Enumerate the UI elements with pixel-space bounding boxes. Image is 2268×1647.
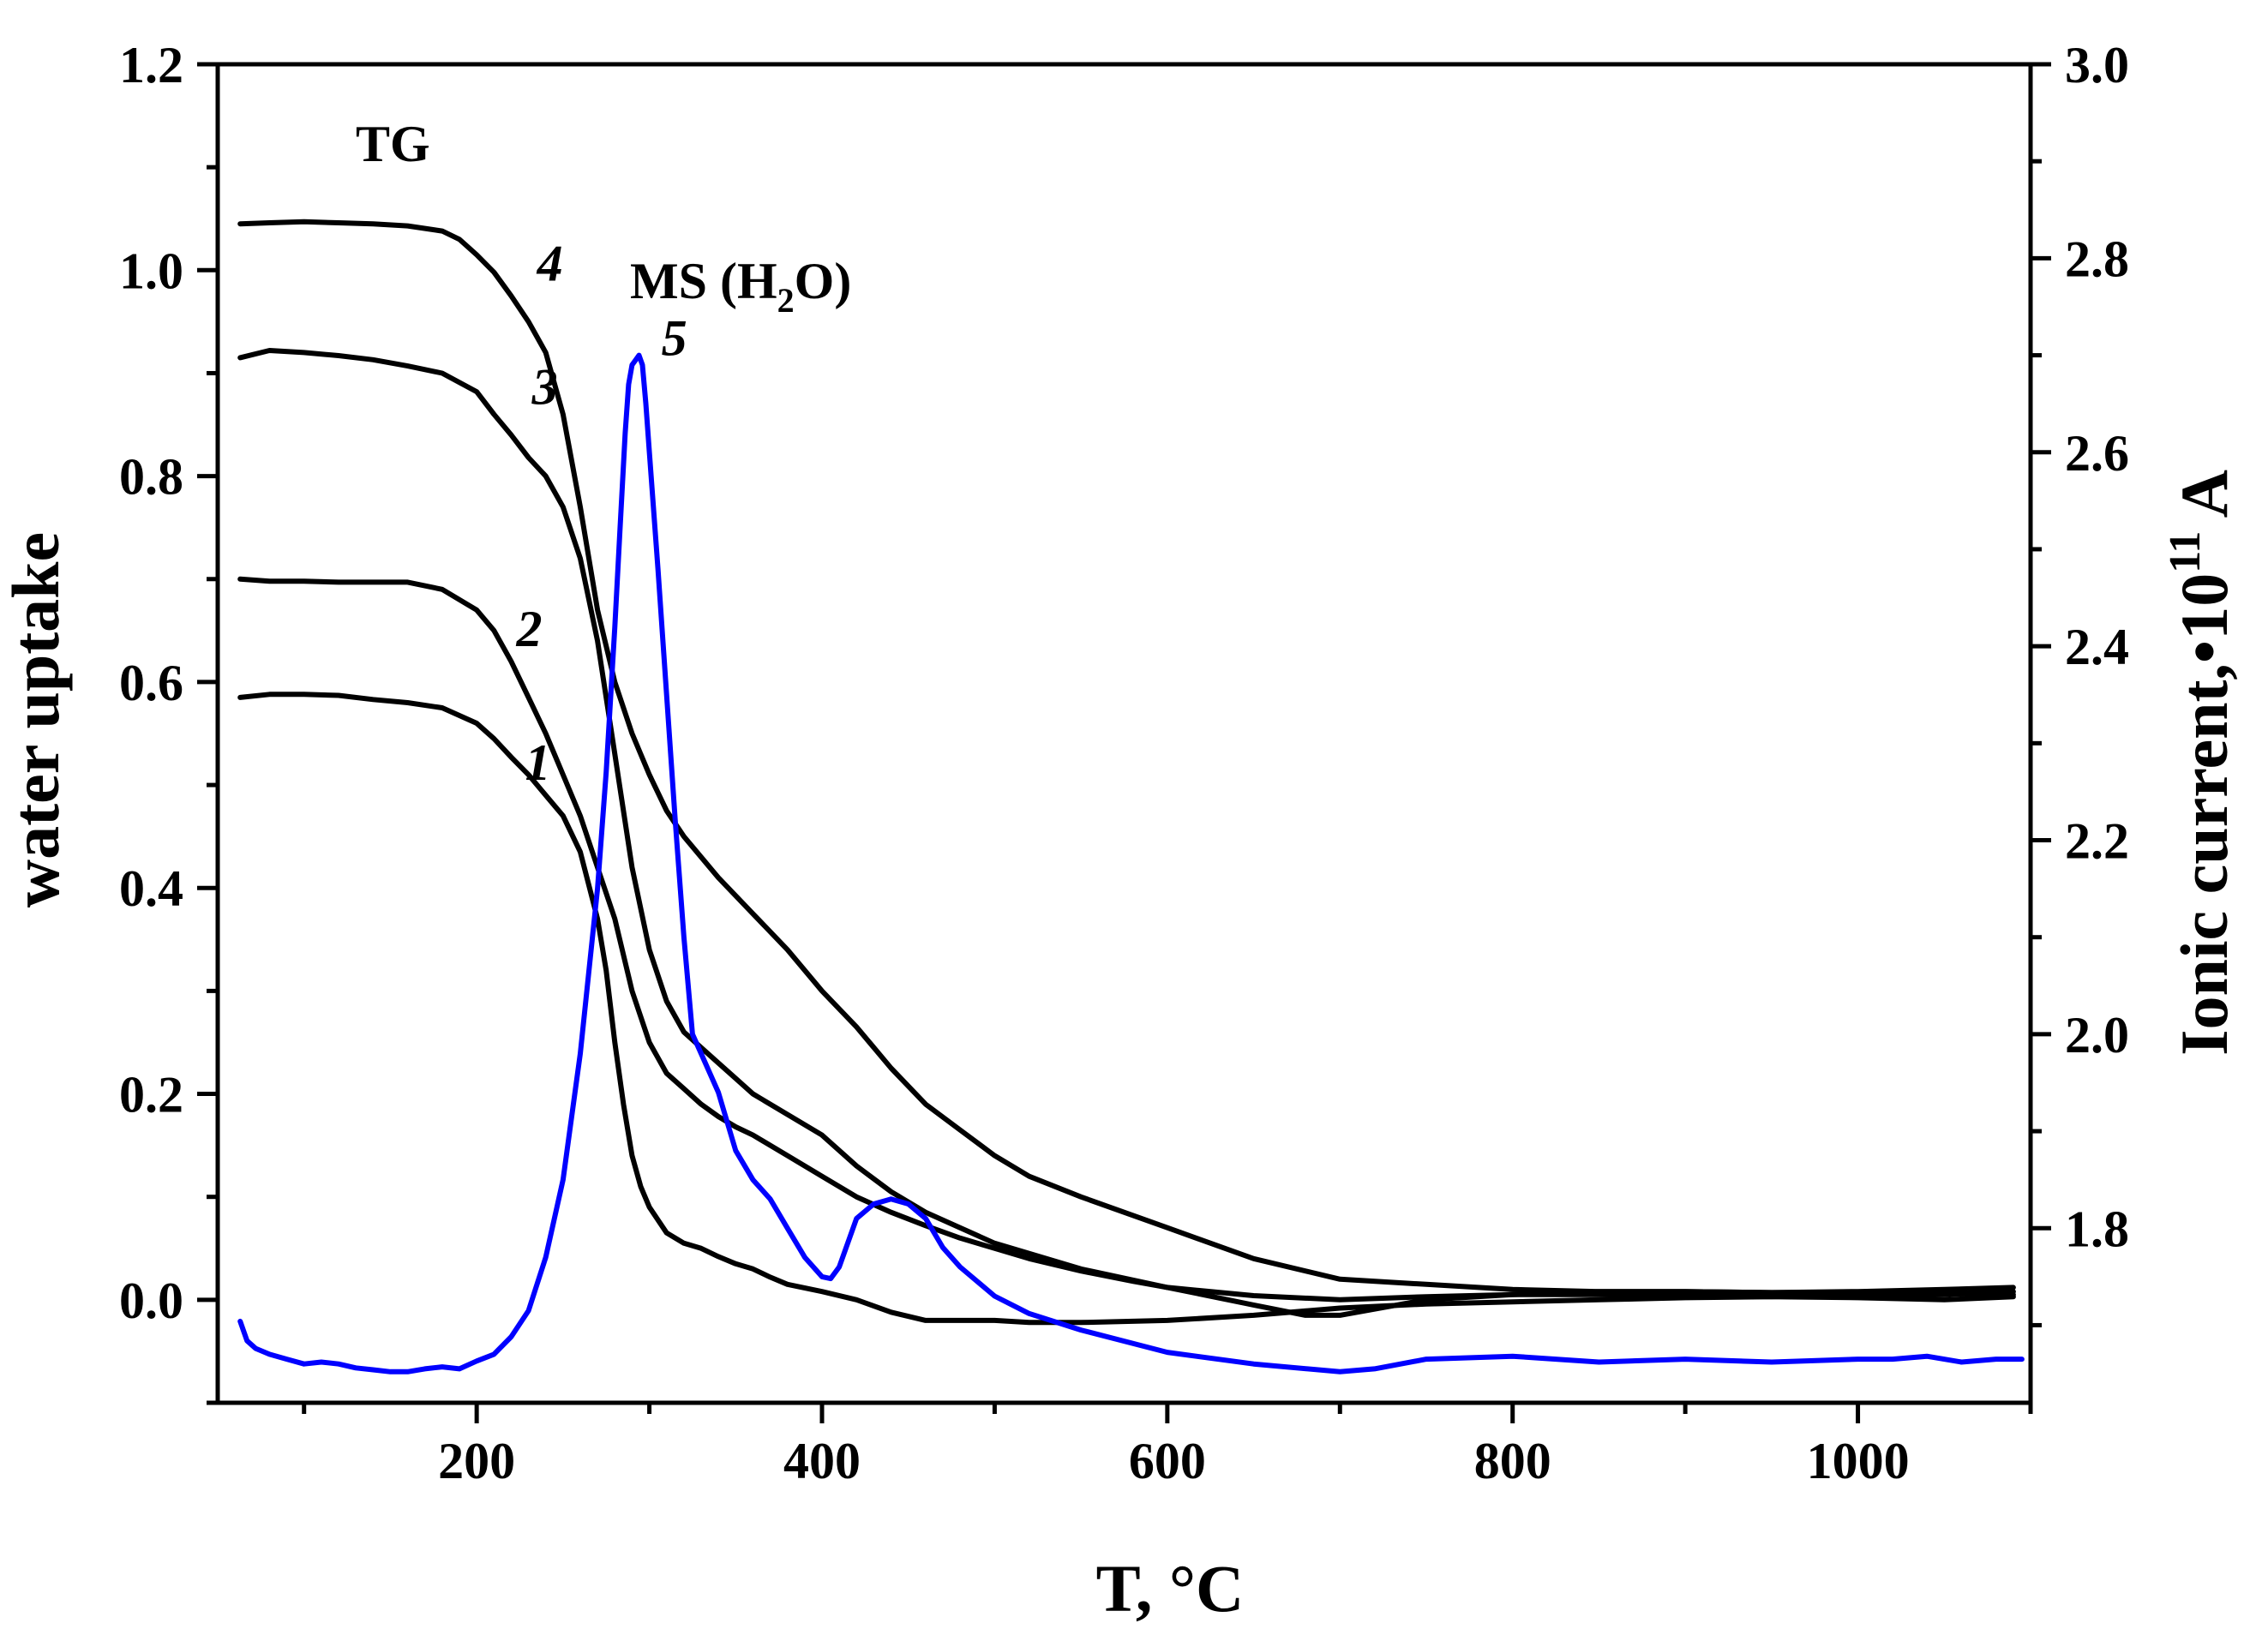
y-tick-label: 0.8 bbox=[119, 449, 183, 506]
series-label-4: 4 bbox=[537, 235, 563, 291]
y2-tick-label: 2.6 bbox=[2065, 425, 2129, 482]
axis-ticks bbox=[197, 62, 2051, 1423]
x-tick-label: 1000 bbox=[1807, 1433, 1910, 1489]
x-axis-title: T, °C bbox=[1096, 1551, 1245, 1626]
series-line-4 bbox=[237, 219, 2016, 1297]
y2-tick-label: 2.0 bbox=[2065, 1007, 2129, 1063]
series-line-1 bbox=[237, 692, 2016, 1326]
series-label-1: 1 bbox=[525, 734, 551, 791]
series-labels: 1 2 3 4 5 bbox=[515, 235, 687, 791]
series-label-3: 3 bbox=[531, 359, 558, 416]
tg-annotation: TG bbox=[356, 116, 430, 172]
series-line-5 bbox=[237, 352, 2025, 1374]
y2-tick-label: 3.0 bbox=[2065, 37, 2129, 93]
series-line-3 bbox=[237, 348, 2016, 1318]
y2-tick-label: 1.8 bbox=[2065, 1201, 2129, 1257]
plot-frame bbox=[215, 62, 2033, 1405]
series-label-5: 5 bbox=[662, 310, 687, 367]
y2-tick-label: 2.8 bbox=[2065, 231, 2129, 287]
axis-tick-labels: 200 400 600 800 1000 0.0 0.2 0.4 0.6 0.8 1.0 1.2 1.8… bbox=[119, 37, 2129, 1489]
y-tick-label: 1.2 bbox=[119, 37, 183, 93]
series-line-2 bbox=[237, 576, 2016, 1303]
y2-axis-title: Ionic current,•1011 A bbox=[2161, 470, 2241, 1056]
x-tick-label: 200 bbox=[438, 1433, 515, 1489]
y-axis-title: water uptake bbox=[0, 532, 73, 907]
plot-lines bbox=[237, 219, 2025, 1374]
x-tick-label: 600 bbox=[1129, 1433, 1206, 1489]
y-tick-label: 1.0 bbox=[119, 243, 183, 299]
y-tick-label: 0.4 bbox=[119, 860, 183, 917]
series-label-2: 2 bbox=[515, 601, 542, 657]
x-tick-label: 400 bbox=[783, 1433, 861, 1489]
y2-tick-label: 2.2 bbox=[2065, 813, 2129, 870]
y-tick-label: 0.0 bbox=[119, 1273, 183, 1329]
x-tick-label: 800 bbox=[1474, 1433, 1551, 1489]
y2-tick-label: 2.4 bbox=[2065, 619, 2129, 675]
ms-annotation: MS (H2O) bbox=[630, 253, 851, 320]
y-tick-label: 0.6 bbox=[119, 655, 183, 711]
y-tick-label: 0.2 bbox=[119, 1067, 183, 1123]
